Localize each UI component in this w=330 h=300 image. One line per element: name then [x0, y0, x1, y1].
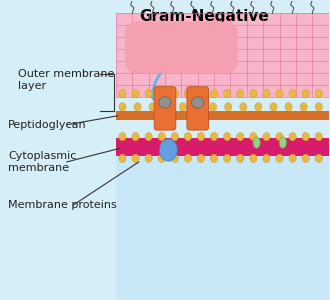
- Ellipse shape: [300, 103, 307, 111]
- Ellipse shape: [210, 103, 217, 111]
- Ellipse shape: [171, 89, 179, 98]
- Ellipse shape: [302, 89, 309, 98]
- Ellipse shape: [158, 133, 165, 141]
- Ellipse shape: [145, 133, 152, 141]
- Text: Gram-Negative: Gram-Negative: [139, 9, 269, 24]
- Ellipse shape: [194, 103, 202, 111]
- Text: Peptidoglycan: Peptidoglycan: [8, 120, 86, 130]
- Ellipse shape: [149, 103, 156, 111]
- FancyBboxPatch shape: [126, 22, 237, 73]
- Ellipse shape: [158, 154, 165, 163]
- Ellipse shape: [276, 154, 283, 163]
- Ellipse shape: [237, 133, 244, 141]
- Ellipse shape: [315, 154, 322, 163]
- Ellipse shape: [145, 89, 152, 98]
- Text: Cytoplasmic
membrane: Cytoplasmic membrane: [8, 151, 76, 173]
- Ellipse shape: [171, 154, 179, 163]
- Ellipse shape: [250, 89, 257, 98]
- Ellipse shape: [164, 103, 171, 111]
- Bar: [116, 138, 329, 156]
- Ellipse shape: [223, 89, 231, 98]
- Ellipse shape: [119, 133, 126, 141]
- Ellipse shape: [263, 154, 270, 163]
- Ellipse shape: [179, 103, 186, 111]
- Ellipse shape: [250, 154, 257, 163]
- Ellipse shape: [132, 89, 139, 98]
- Ellipse shape: [289, 133, 296, 141]
- Ellipse shape: [191, 97, 204, 108]
- Ellipse shape: [132, 133, 139, 141]
- Bar: [116, 13, 329, 97]
- Ellipse shape: [223, 133, 231, 141]
- Ellipse shape: [315, 133, 322, 141]
- Ellipse shape: [119, 89, 126, 98]
- Ellipse shape: [315, 89, 322, 98]
- Ellipse shape: [211, 89, 218, 98]
- Ellipse shape: [237, 89, 244, 98]
- Text: Outer membrane
layer: Outer membrane layer: [18, 69, 114, 91]
- Ellipse shape: [276, 133, 283, 141]
- Ellipse shape: [225, 103, 232, 111]
- Ellipse shape: [279, 137, 286, 148]
- FancyBboxPatch shape: [154, 87, 176, 130]
- Bar: [116, 111, 329, 120]
- Ellipse shape: [315, 103, 322, 111]
- Ellipse shape: [211, 133, 218, 141]
- Bar: [116, 156, 329, 298]
- Ellipse shape: [119, 154, 126, 163]
- Ellipse shape: [197, 89, 205, 98]
- Ellipse shape: [289, 154, 296, 163]
- Ellipse shape: [159, 139, 177, 161]
- Ellipse shape: [240, 103, 247, 111]
- Ellipse shape: [158, 89, 165, 98]
- Ellipse shape: [171, 133, 179, 141]
- Ellipse shape: [197, 154, 205, 163]
- Ellipse shape: [237, 154, 244, 163]
- Ellipse shape: [134, 103, 141, 111]
- Text: Membrane proteins: Membrane proteins: [8, 200, 117, 210]
- Ellipse shape: [270, 103, 277, 111]
- Ellipse shape: [159, 97, 171, 108]
- Ellipse shape: [223, 154, 231, 163]
- Ellipse shape: [276, 89, 283, 98]
- Ellipse shape: [132, 154, 139, 163]
- Ellipse shape: [302, 133, 309, 141]
- Ellipse shape: [184, 133, 191, 141]
- Ellipse shape: [119, 103, 126, 111]
- Ellipse shape: [263, 133, 270, 141]
- Ellipse shape: [302, 154, 309, 163]
- Ellipse shape: [145, 154, 152, 163]
- Ellipse shape: [184, 154, 191, 163]
- Ellipse shape: [250, 133, 257, 141]
- Ellipse shape: [255, 103, 262, 111]
- Ellipse shape: [253, 137, 260, 148]
- Ellipse shape: [285, 103, 292, 111]
- Ellipse shape: [184, 89, 191, 98]
- Ellipse shape: [197, 133, 205, 141]
- Ellipse shape: [211, 154, 218, 163]
- Ellipse shape: [263, 89, 270, 98]
- FancyBboxPatch shape: [187, 87, 209, 130]
- Ellipse shape: [289, 89, 296, 98]
